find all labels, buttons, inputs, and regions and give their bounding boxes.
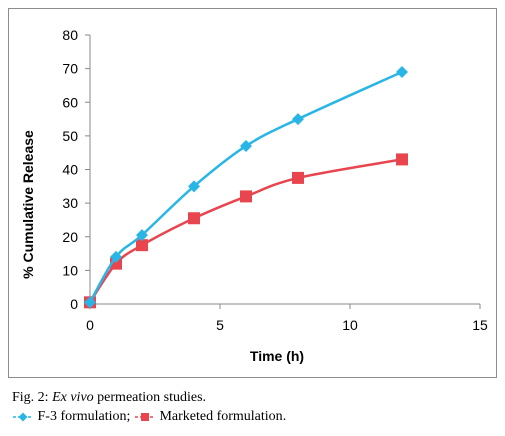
y-tick-label: 10 <box>62 262 78 278</box>
legend-swatch-marketed <box>134 412 155 421</box>
y-tick-label: 20 <box>62 229 78 245</box>
y-tick-label: 60 <box>62 94 78 110</box>
point-marketed <box>292 171 304 184</box>
x-tick-label: 5 <box>216 317 224 333</box>
point-marketed <box>188 212 200 225</box>
series-line-marketed <box>88 158 403 304</box>
caption-italic: Ex vivo <box>52 390 94 405</box>
y-axis-title: % Cumulative Release <box>20 130 36 279</box>
chart: 0 10 20 30 40 50 60 70 80 0 5 10 15 Time (h) % Cumulat… <box>20 27 488 364</box>
x-tick-label: 15 <box>472 317 488 333</box>
y-tick-label: 40 <box>62 162 78 178</box>
point-f3 <box>136 229 148 242</box>
caption-suffix: permeation studies. <box>93 390 207 405</box>
legend-swatch-f3 <box>13 412 33 422</box>
legend-label-f3: F-3 formulation <box>37 409 127 424</box>
point-f3 <box>110 250 122 263</box>
point-f3 <box>188 180 200 193</box>
x-axis-title: Time (h) <box>250 348 304 364</box>
y-tick-label: 30 <box>62 195 78 211</box>
point-marketed <box>240 190 252 203</box>
y-tick-label: 70 <box>62 61 78 77</box>
point-f3 <box>292 113 304 126</box>
y-tick-label: 50 <box>62 128 78 144</box>
legend-label-marketed: Marketed formulation <box>159 409 283 424</box>
point-f3 <box>84 296 96 309</box>
x-tick-label: 10 <box>342 317 358 333</box>
x-tick-label: 0 <box>86 317 94 333</box>
caption-prefix: Fig. 2: <box>12 390 53 405</box>
y-tick-label: 0 <box>70 296 78 312</box>
caption-title: Fig. 2: Ex vivo permeation studies. <box>12 388 502 407</box>
caption-legend: F-3 formulation; Marketed formulation. <box>12 407 502 426</box>
point-marketed <box>396 153 408 166</box>
point-marketed <box>136 239 148 252</box>
figure-caption: Fig. 2: Ex vivo permeation studies. F-3 … <box>12 388 502 426</box>
series-line-f3 <box>88 70 403 303</box>
legend-end: . <box>282 409 287 424</box>
y-tick-label: 80 <box>62 27 78 43</box>
point-f3 <box>396 65 408 78</box>
legend-separator: ; <box>126 409 134 424</box>
point-f3 <box>240 139 252 152</box>
